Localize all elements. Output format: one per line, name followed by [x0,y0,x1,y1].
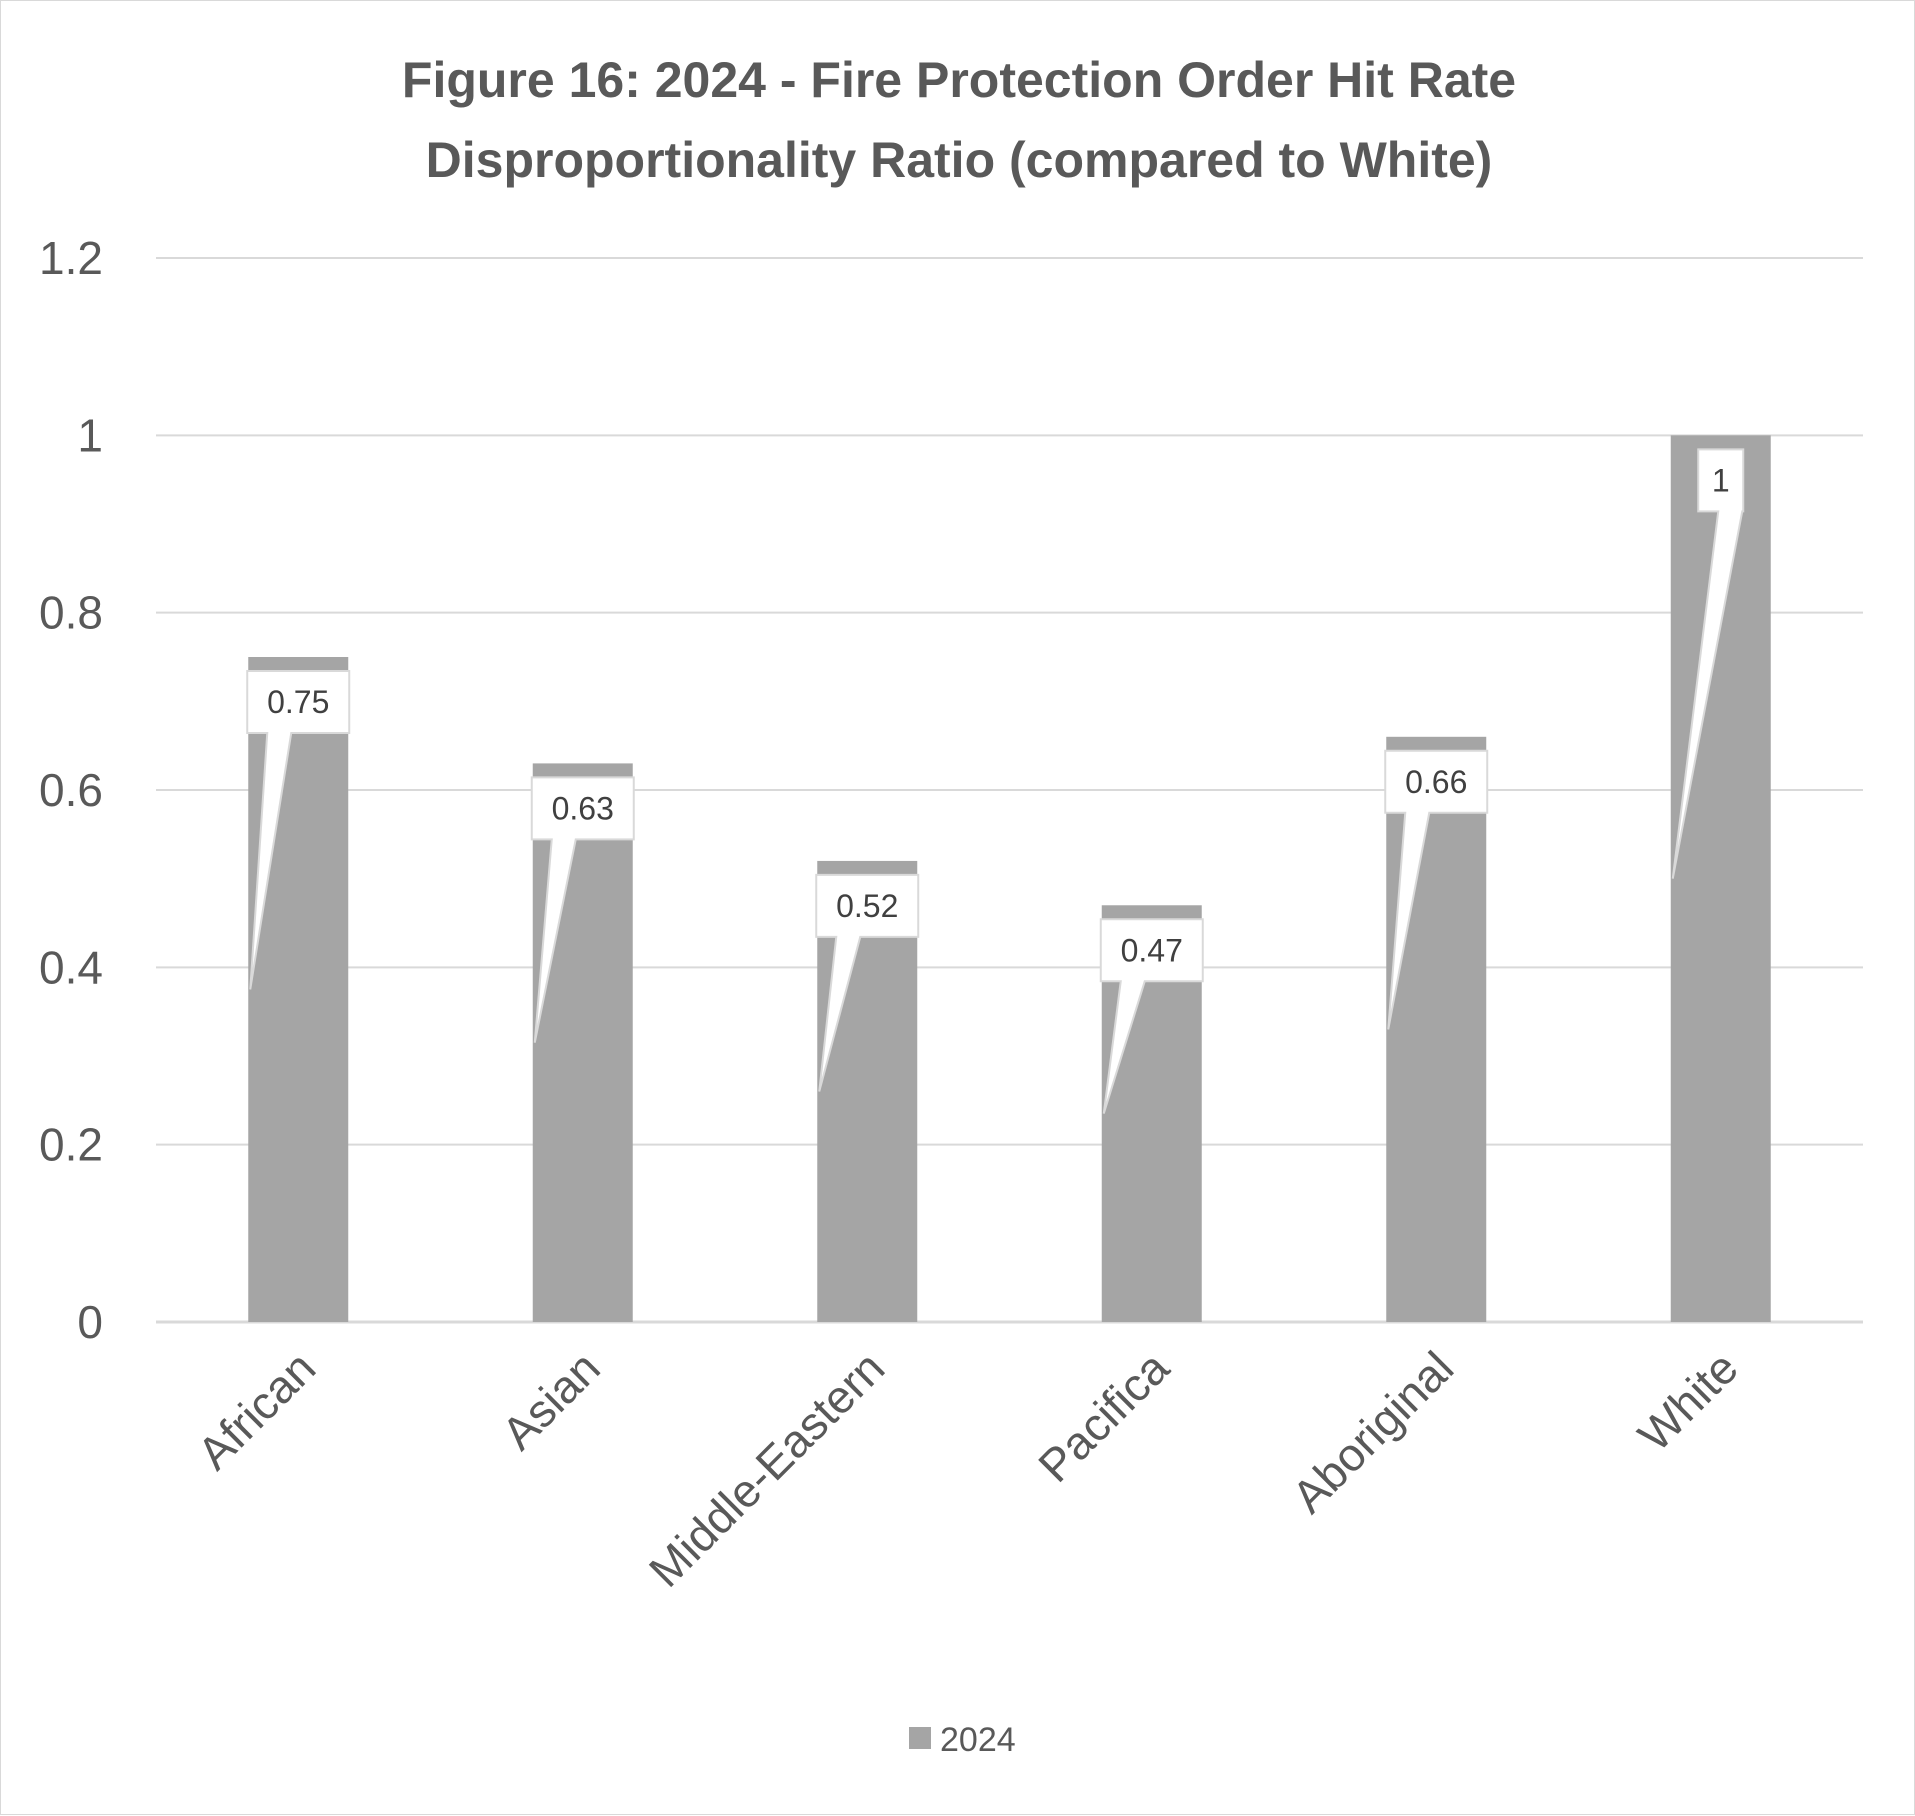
data-label: 1 [1712,462,1730,498]
bar-aboriginal [1386,736,1487,1322]
gridlines [156,257,1863,1324]
legend: 2024 [909,1721,1016,1759]
y-tick-label: 0 [77,1296,103,1348]
data-label-callout [1384,749,1489,1030]
y-tick-label: 1.2 [39,232,103,284]
data-label: 0.66 [1405,764,1467,800]
y-tick-label: 0.6 [39,764,103,816]
chart-title-line-2: Disproportionality Ratio (compared to Wh… [426,132,1493,188]
category-label-white: White [1628,1341,1748,1461]
category-label-aboriginal: Aboriginal [1282,1341,1463,1522]
category-label-middle-eastern: Middle-Eastern [639,1341,895,1597]
data-label-callout [1099,918,1204,1114]
data-label: 0.63 [552,790,614,826]
data-labels: 0.75 0.63 0.52 0.47 0.66 1 [246,448,1745,1114]
data-label: 0.52 [836,888,898,924]
data-label-callout [246,670,351,990]
y-tick-label: 0.4 [39,941,103,993]
legend-swatch [909,1727,931,1749]
x-axis-categories: African Asian Middle-Eastern Pacifica Aborig… [187,1341,1748,1597]
y-tick-label: 0.8 [39,587,103,639]
data-label: 0.47 [1121,932,1183,968]
bars [248,435,1771,1322]
chart-title-line-1: Figure 16: 2024 - Fire Protection Order … [402,52,1516,108]
category-label-asian: Asian [492,1341,610,1459]
bar-african [248,657,349,1322]
data-label-callout [1671,448,1745,879]
legend-label: 2024 [940,1721,1016,1759]
y-tick-label: 0.2 [39,1119,103,1171]
category-label-african: African [187,1341,325,1479]
y-axis-ticks: 0 0.2 0.4 0.6 0.8 1 1.2 [39,232,103,1348]
data-label-callout [530,776,635,1043]
data-label: 0.75 [267,684,329,720]
data-label-callout [815,873,920,1092]
y-tick-label: 1 [77,409,103,461]
bar-asian [532,763,633,1322]
category-label-pacifica: Pacifica [1028,1341,1179,1492]
